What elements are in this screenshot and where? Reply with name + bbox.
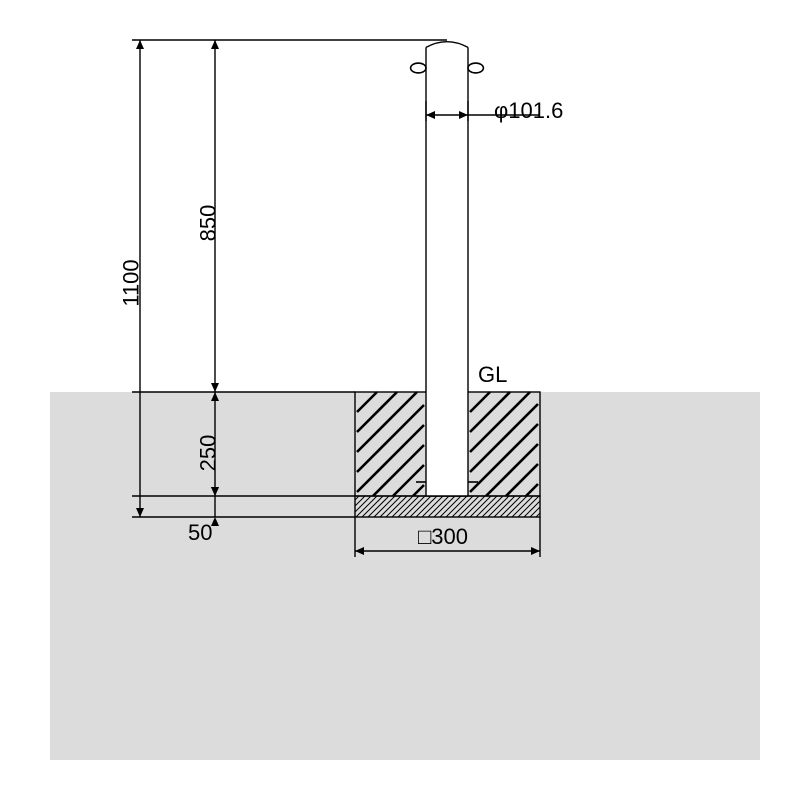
drawing-svg bbox=[0, 0, 800, 800]
dim-embed-depth: 250 bbox=[195, 435, 221, 472]
dim-above-ground: 850 bbox=[195, 205, 221, 242]
dim-diameter-symbol: φ bbox=[494, 98, 508, 123]
dim-base-square-prefix: □ bbox=[418, 524, 431, 549]
dim-footing-height: 50 bbox=[188, 520, 212, 546]
drawing-stage: 1100 850 250 50 GL φ101.6 □300 bbox=[0, 0, 800, 800]
dim-base-square-value: 300 bbox=[431, 524, 468, 549]
gl-label: GL bbox=[478, 362, 507, 388]
dim-base-square: □300 bbox=[418, 524, 468, 550]
dim-diameter: φ101.6 bbox=[494, 98, 563, 124]
dim-diameter-value: 101.6 bbox=[508, 98, 563, 123]
dim-overall-height: 1100 bbox=[119, 259, 145, 306]
